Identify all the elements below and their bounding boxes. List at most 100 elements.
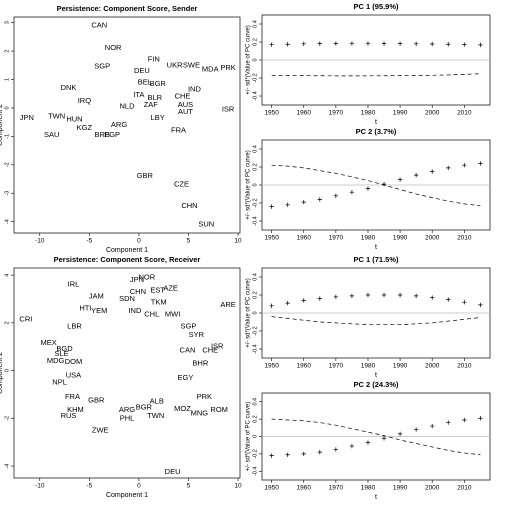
panel-title: Persistence: Component Score, Receiver [54, 255, 201, 264]
plus-marker [349, 41, 355, 46]
plus-marker [462, 42, 467, 47]
point-label: FIN [148, 55, 160, 64]
plus-marker [478, 161, 483, 166]
y-tick-label: -0.4 [252, 467, 258, 476]
x-tick-label: 2010 [457, 363, 472, 370]
plus-marker [462, 163, 467, 168]
plus-marker [429, 295, 435, 300]
point-label: NOR [138, 273, 155, 282]
plot-frame [13, 16, 241, 234]
point-label: TKM [151, 298, 167, 307]
y-axis-label: +/- sd*(Value of PC curve) [246, 402, 252, 471]
x-tick-label: -10 [35, 483, 45, 490]
point-label: AUT [178, 107, 193, 116]
plus-marker [349, 443, 355, 449]
plus-marker [301, 199, 306, 205]
x-tick-label: -5 [86, 483, 92, 490]
point-label: USA [66, 370, 81, 379]
point-label: NPL [52, 378, 67, 387]
point-label: MEX [41, 338, 57, 347]
plus-marker [446, 420, 451, 425]
plus-marker [317, 197, 323, 202]
point-label: BLR [147, 93, 162, 102]
point-label: IND [188, 84, 202, 93]
point-label: BGD [56, 344, 73, 353]
point-label: TWN [48, 111, 65, 120]
x-axis-label: t [375, 119, 377, 126]
panel-title: Persistence: Component Score, Sender [57, 4, 198, 13]
point-label: CZE [174, 180, 189, 189]
x-tick-label: 2010 [457, 235, 472, 242]
point-label: ITA [133, 90, 144, 99]
point-label: JPN [130, 275, 144, 284]
y-tick-label: 2 [4, 50, 10, 53]
x-tick-label: -10 [35, 238, 45, 245]
x-tick-label: 2000 [425, 485, 440, 492]
y-tick-label: 0 [252, 58, 258, 61]
plus-marker [446, 297, 451, 302]
point-label: UKR [167, 60, 183, 69]
point-label: KHM [67, 405, 84, 414]
x-tick-label: 1980 [361, 485, 376, 492]
point-label: IRL [68, 280, 80, 289]
point-label: ARG [119, 405, 135, 414]
x-tick-label: 5 [187, 483, 191, 490]
y-tick-label: 3 [4, 21, 10, 24]
point-label: DNK [61, 83, 77, 92]
plus-marker [317, 296, 323, 301]
y-tick-label: 0.2 [252, 38, 258, 46]
point-label: PHL [120, 413, 135, 422]
plus-marker [381, 292, 387, 298]
y-tick-label: 2 [4, 321, 10, 324]
point-label: FRA [65, 392, 80, 401]
y-tick-label: 0 [4, 106, 10, 109]
plus-marker [333, 447, 339, 452]
point-label: DEU [134, 66, 150, 75]
x-axis-label: t [375, 372, 377, 379]
y-tick-label: -2 [4, 416, 10, 421]
plus-marker [333, 41, 339, 46]
plus-marker [429, 169, 435, 174]
plus-marker [413, 293, 419, 299]
y-tick-label: -3 [4, 191, 10, 196]
point-label: BHR [192, 358, 208, 367]
plus-marker [381, 436, 387, 441]
point-label: MNG [191, 409, 209, 418]
y-tick-label: 0.4 [252, 20, 258, 28]
point-label: SYR [189, 330, 205, 339]
point-label: SLE [54, 349, 68, 358]
x-axis-label: Component 1 [106, 492, 148, 499]
plus-marker [446, 165, 451, 171]
plus-marker [397, 177, 403, 182]
point-label: ISR [222, 104, 235, 113]
plus-marker [301, 451, 306, 457]
panel-title: PC 1 (71.5%) [353, 255, 399, 264]
plus-marker [446, 42, 451, 47]
plus-marker [462, 300, 467, 305]
plus-marker [349, 293, 355, 299]
x-tick-label: 1990 [393, 363, 408, 370]
point-label: BGR [136, 403, 153, 412]
plus-marker [381, 181, 387, 187]
point-label: EST [150, 286, 165, 295]
plus-marker [397, 431, 403, 437]
x-tick-label: 10 [234, 483, 242, 490]
plus-marker [413, 41, 419, 46]
x-tick-label: 1960 [297, 363, 312, 370]
point-label: GBR [88, 395, 105, 404]
x-tick-label: 10 [234, 238, 242, 245]
y-tick-label: -0.2 [252, 73, 258, 82]
curve [271, 316, 481, 326]
point-label: BRB [95, 130, 110, 139]
y-tick-label: -0.4 [252, 344, 258, 353]
point-label: IRQ [78, 96, 92, 105]
x-tick-label: 1950 [264, 110, 279, 117]
point-label: JAM [89, 292, 104, 301]
point-label: ZAF [144, 100, 159, 109]
y-tick-label: 0.4 [252, 273, 258, 281]
x-tick-label: 1990 [393, 485, 408, 492]
y-tick-label: 0 [252, 183, 258, 186]
x-tick-label: 1970 [329, 110, 344, 117]
curve [271, 73, 481, 77]
y-tick-label: 0.4 [252, 145, 258, 153]
